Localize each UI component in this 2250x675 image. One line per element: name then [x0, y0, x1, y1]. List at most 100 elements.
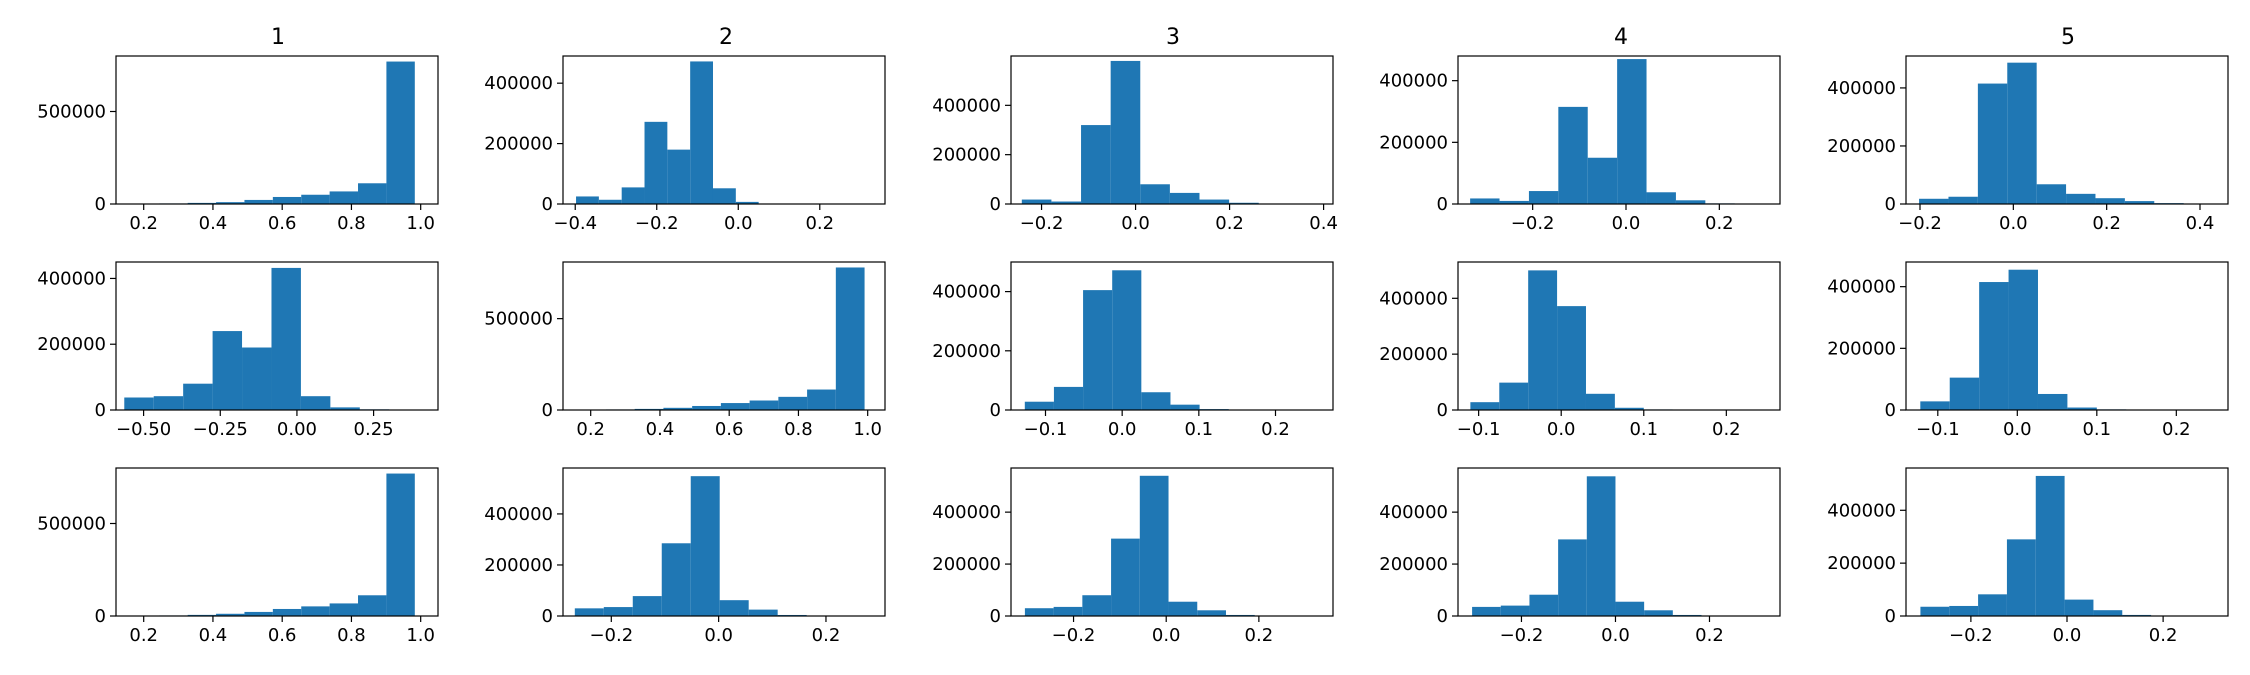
histogram-bar — [1977, 83, 2008, 204]
histogram-bar — [1082, 595, 1112, 616]
histogram-bar — [1586, 476, 1616, 616]
x-tick-label: 0.2 — [1705, 213, 1734, 234]
x-tick-label: 0.2 — [129, 625, 158, 646]
histogram-bar — [1472, 606, 1501, 616]
histogram-bar — [386, 473, 415, 616]
histogram-bar — [1646, 192, 1676, 204]
histogram-bar — [1978, 594, 2007, 616]
histogram-bar — [1528, 270, 1558, 410]
y-tick-label: 400000 — [1827, 78, 1896, 99]
axes-frame — [562, 55, 886, 205]
histogram-panel-r3c1: 0.2 0.4 0.6 0.8 1.0 0 500000 — [37, 467, 439, 646]
x-tick-label: 0.2 — [1712, 419, 1741, 440]
axes-frame — [562, 467, 886, 617]
histogram-bar — [1585, 393, 1615, 410]
axes-frame — [115, 261, 439, 411]
y-tick-label: 400000 — [932, 282, 1001, 303]
axes-frame — [1457, 467, 1781, 617]
x-tick-label: 0.1 — [2082, 419, 2111, 440]
histogram-bar — [1470, 198, 1500, 204]
histogram-panel-r3c5: −0.2 0.0 0.2 0 200000 400000 — [1827, 467, 2229, 646]
histogram-panel-r3c2: −0.2 0.0 0.2 0 200000 400000 — [484, 467, 886, 646]
histogram-bar — [2036, 184, 2067, 204]
x-tick-label: −0.2 — [1500, 625, 1544, 646]
x-tick-label: 0.2 — [1245, 625, 1274, 646]
y-tick-label: 0 — [1437, 194, 1448, 215]
histogram-bar — [835, 267, 865, 410]
histogram-bar — [301, 606, 330, 616]
y-tick-label: 200000 — [932, 554, 1001, 575]
histogram-bar — [667, 149, 691, 204]
axes-frame — [115, 55, 439, 205]
histogram-bar — [1170, 404, 1200, 410]
histogram-bar — [778, 396, 808, 410]
histogram-bar — [719, 600, 749, 616]
histogram-panel-r1c3: −0.2 0.0 0.2 0.4 0 200000 400000 — [932, 55, 1338, 234]
y-tick-label: 0 — [542, 400, 553, 421]
histogram-bar — [2064, 599, 2094, 616]
histogram-bar — [1558, 106, 1588, 205]
histogram-bar — [807, 389, 836, 410]
x-tick-label: 0.2 — [129, 213, 158, 234]
histogram-bar — [212, 331, 243, 410]
histogram-bar — [1199, 199, 1230, 204]
histogram-bar — [748, 609, 778, 616]
histogram-bar — [749, 400, 779, 410]
histogram-bar — [1112, 270, 1142, 410]
x-tick-label: 0.0 — [1152, 625, 1181, 646]
y-tick-label: 200000 — [1827, 553, 1896, 574]
y-tick-label: 400000 — [932, 502, 1001, 523]
histogram-bar — [1587, 157, 1618, 204]
histogram-bar — [2037, 393, 2068, 410]
x-tick-label: 0.4 — [646, 419, 675, 440]
axes-frame — [115, 467, 439, 617]
histogram-bar — [2035, 475, 2065, 616]
histogram-panel-r1c2: −0.4 −0.2 0.0 0.2 0 200000 400000 — [484, 55, 886, 234]
histogram-panel-r2c5: −0.1 0.0 0.1 0.2 0 200000 400000 — [1827, 261, 2229, 440]
y-tick-label: 400000 — [1827, 500, 1896, 521]
histogram-bar — [2006, 539, 2036, 616]
histogram-panel-r2c4: −0.1 0.0 0.1 0.2 0 200000 400000 — [1379, 261, 1781, 440]
histogram-bar — [663, 407, 693, 410]
histogram-bar — [1229, 202, 1259, 204]
histogram-bar — [1140, 184, 1170, 204]
y-tick-label: 400000 — [1827, 277, 1896, 298]
x-tick-label: −0.2 — [1020, 213, 1064, 234]
x-tick-label: 1.0 — [406, 625, 435, 646]
y-tick-label: 200000 — [484, 134, 553, 155]
x-tick-label: 0.4 — [1309, 213, 1338, 234]
x-tick-label: 0.6 — [715, 419, 744, 440]
y-tick-label: 500000 — [37, 514, 106, 535]
histogram-bar — [329, 603, 359, 616]
x-tick-label: 0.4 — [199, 625, 228, 646]
y-tick-label: 200000 — [1827, 136, 1896, 157]
histogram-bar — [2066, 193, 2096, 204]
x-tick-label: −0.1 — [1024, 419, 1068, 440]
x-tick-label: 1.0 — [853, 419, 882, 440]
y-tick-label: 200000 — [932, 145, 1001, 166]
histogram-bar — [690, 476, 720, 616]
x-tick-label: 0.2 — [1215, 213, 1244, 234]
histogram-bar — [242, 347, 272, 410]
y-tick-label: 0 — [1885, 194, 1896, 215]
histogram-bar — [1614, 407, 1644, 410]
histogram-bar — [690, 61, 713, 204]
histogram-panel-r1c5: −0.2 0.0 0.2 0.4 0 200000 400000 — [1827, 55, 2229, 234]
histogram-bar — [358, 595, 387, 616]
histogram-panel-r2c2: 0.2 0.4 0.6 0.8 1.0 0 500000 — [484, 261, 886, 440]
x-tick-label: 0.2 — [805, 213, 834, 234]
histogram-bar — [1919, 198, 1949, 204]
histogram-bar — [1024, 608, 1054, 616]
y-tick-label: 200000 — [1379, 132, 1448, 153]
x-tick-label: −0.2 — [1511, 213, 1555, 234]
axes-frame — [1457, 261, 1781, 411]
histogram-bar — [244, 611, 273, 616]
y-tick-label: 200000 — [37, 334, 106, 355]
x-tick-label: 0.2 — [1695, 625, 1724, 646]
y-tick-label: 0 — [990, 400, 1001, 421]
y-tick-label: 0 — [1885, 400, 1896, 421]
x-tick-label: 0.1 — [1629, 419, 1658, 440]
histogram-bar — [1920, 606, 1950, 616]
histogram-bar — [271, 267, 301, 410]
